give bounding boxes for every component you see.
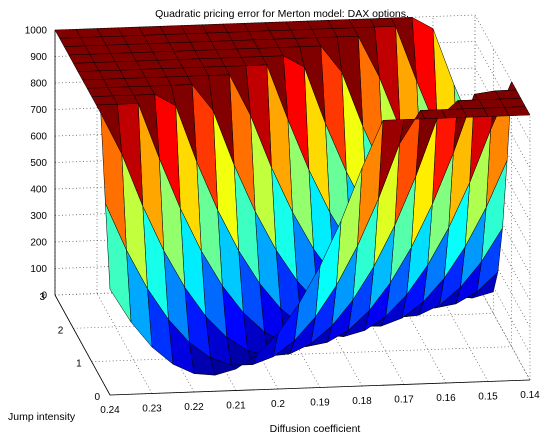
z-tick-label: 400	[30, 185, 47, 196]
z-tick-label: 800	[30, 79, 47, 90]
surface-patch	[60, 38, 86, 47]
surface-patch	[69, 54, 95, 63]
surface-patch	[87, 88, 113, 97]
z-tick-label: 100	[30, 264, 47, 275]
y-axis-line	[55, 295, 110, 395]
y-tick-label: 0	[94, 392, 100, 403]
surface-patch	[474, 91, 500, 100]
x-tick-label: 0.19	[310, 398, 330, 409]
surface-patch	[73, 63, 99, 72]
surface-patch	[55, 29, 81, 38]
x-tick-label: 0.17	[394, 395, 414, 406]
surface-patch	[83, 79, 109, 88]
x-tick-label: 0.16	[436, 393, 456, 404]
z-tick-label: 700	[30, 105, 47, 116]
y-tick-label: 1	[76, 359, 82, 370]
surface-layer	[55, 17, 530, 375]
x-tick-label: 0.23	[142, 404, 162, 415]
x-tick-label: 0.22	[184, 402, 204, 413]
z-tick-label: 900	[30, 52, 47, 63]
x-tick-label: 0.15	[478, 392, 498, 403]
z-tick-label: 1000	[25, 26, 48, 37]
y-tick-label: 2	[58, 325, 64, 336]
x-tick-label: 0.18	[352, 396, 372, 407]
surface-patch	[78, 71, 104, 80]
x-axis-line	[110, 380, 530, 395]
z-tick-label: 600	[30, 132, 47, 143]
z-tick-label: 300	[30, 211, 47, 222]
x-tick-label: 0.24	[100, 405, 120, 416]
x-axis-label: Diffusion coefficient	[270, 423, 361, 435]
y-axis-label: Jump intensity	[8, 411, 76, 423]
y-tick-label: 3	[39, 292, 45, 303]
surface-patch	[64, 46, 90, 55]
chart-title: Quadratic pricing error for Merton model…	[155, 8, 409, 20]
z-tick-label: 200	[30, 238, 47, 249]
surface-patch	[92, 96, 118, 105]
x-tick-label: 0.2	[271, 399, 285, 410]
x-tick-label: 0.14	[520, 390, 540, 401]
x-tick-label: 0.21	[226, 401, 246, 412]
z-tick-label: 500	[30, 158, 47, 169]
